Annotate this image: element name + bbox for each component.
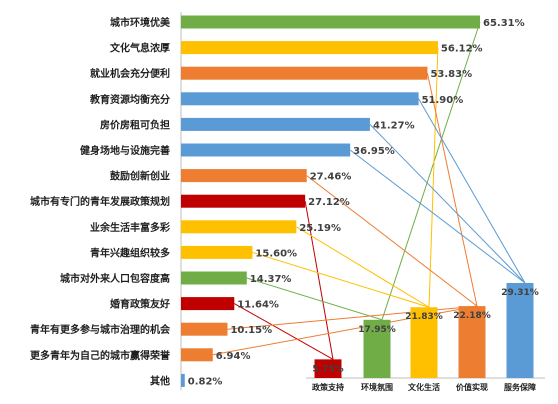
horizontal-bar-chart: 城市环境优美 65.31% 文化气息浓厚 56.12% 就业机会充分便利 53.83% 教育… — [30, 12, 525, 391]
vbar-1 — [363, 319, 391, 378]
hbar-category-label-8: 业余生活丰富多彩 — [90, 221, 170, 234]
vbar-value-label-2: 21.83% — [405, 312, 443, 322]
connector-line-0 — [381, 21, 481, 320]
hbar-category-label-1: 文化气息浓厚 — [110, 42, 170, 55]
hbar-category-label-9: 青年兴趣组织较多 — [90, 246, 170, 259]
vbar-value-label-1: 17.95% — [358, 325, 396, 335]
connector-line-10 — [246, 277, 383, 321]
vbar-category-label-1: 环境氛围 — [361, 382, 393, 392]
vbar-3 — [458, 306, 486, 378]
connector-line-1 — [428, 47, 439, 308]
connector-line-3 — [418, 98, 526, 284]
hbar-value-label-5: 36.95% — [353, 146, 395, 157]
connector-line-4 — [369, 124, 526, 284]
hbar-6 — [181, 169, 307, 183]
hbar-13 — [181, 348, 213, 362]
hbar-10 — [181, 271, 247, 285]
hbar-5 — [181, 143, 351, 157]
hbar-8 — [181, 220, 297, 234]
hbar-category-label-6: 鼓励创新创业 — [110, 170, 170, 183]
hbar-value-label-10: 14.37% — [250, 274, 292, 285]
connector-line-8 — [296, 226, 430, 308]
vbar-category-label-3: 价值实现 — [456, 382, 488, 392]
hbar-value-label-6: 27.46% — [310, 172, 352, 183]
hbar-category-label-13: 更多青年为自己的城市赢得荣誉 — [30, 349, 171, 362]
connector-line-5 — [349, 149, 526, 284]
vbar-4 — [506, 283, 534, 378]
hbar-value-label-9: 15.60% — [255, 248, 297, 259]
hbar-category-label-14: 其他 — [150, 374, 170, 387]
vbar-value-label-4: 29.31% — [501, 288, 539, 298]
hbar-9 — [181, 245, 253, 259]
hbar-value-label-7: 27.12% — [308, 197, 350, 208]
hbar-category-label-3: 教育资源均衡充分 — [89, 93, 170, 106]
vbar-2 — [410, 307, 438, 378]
connector-line-2 — [426, 73, 478, 307]
hbar-3 — [181, 92, 419, 106]
vbar-category-label-2: 文化生活 — [408, 382, 440, 392]
vbar-category-label-4: 服务保障 — [504, 382, 536, 392]
vbar-value-label-0: 5.75% — [312, 364, 343, 374]
vertical-bar-chart: 5.75% 政策支持 17.95% 环境氛围 21.83% 文化生活 22.18% 价值实现 2… — [306, 283, 545, 392]
hbar-value-label-0: 65.31% — [483, 18, 525, 29]
connector-line-6 — [306, 175, 478, 307]
hbar-2 — [181, 66, 428, 80]
hbar-12 — [181, 322, 228, 336]
hbar-7 — [181, 194, 306, 208]
hbar-value-label-4: 41.27% — [373, 120, 415, 131]
vbar-value-label-3: 22.18% — [453, 311, 491, 321]
hbar-category-label-4: 房价房租可负担 — [100, 118, 170, 131]
hbar-value-label-13: 6.94% — [216, 351, 251, 362]
connector-line-11 — [234, 303, 334, 360]
hbar-category-label-10: 城市对外来人口包容度高 — [60, 272, 170, 285]
connector-line-9 — [252, 251, 430, 308]
hbar-category-label-7: 城市有专门的青年发展政策规划 — [30, 195, 170, 208]
vbar-0 — [314, 359, 342, 378]
hbar-value-label-3: 51.90% — [422, 95, 464, 106]
hbar-value-label-1: 56.12% — [441, 44, 483, 55]
hbar-value-label-11: 11.64% — [237, 300, 279, 311]
hbar-11 — [181, 297, 235, 311]
hbar-value-label-8: 25.19% — [299, 223, 341, 234]
hbar-1 — [181, 41, 438, 55]
hbar-category-label-5: 健身场地与设施完善 — [80, 144, 170, 157]
hbar-0 — [181, 15, 480, 29]
hbar-category-label-11: 婚育政策友好 — [110, 298, 170, 311]
hbar-value-label-2: 53.83% — [430, 69, 472, 80]
hbar-4 — [181, 117, 370, 131]
hbar-14 — [181, 373, 185, 387]
vbar-category-label-0: 政策支持 — [312, 382, 344, 392]
hbar-category-label-2: 就业机会充分便利 — [90, 67, 170, 80]
hbar-category-label-0: 城市环境优美 — [110, 16, 171, 29]
hbar-category-label-12: 青年有更多参与城市治理的机会 — [30, 323, 170, 336]
hbar-value-label-14: 0.82% — [188, 376, 223, 387]
hbar-value-label-12: 10.15% — [230, 325, 272, 336]
